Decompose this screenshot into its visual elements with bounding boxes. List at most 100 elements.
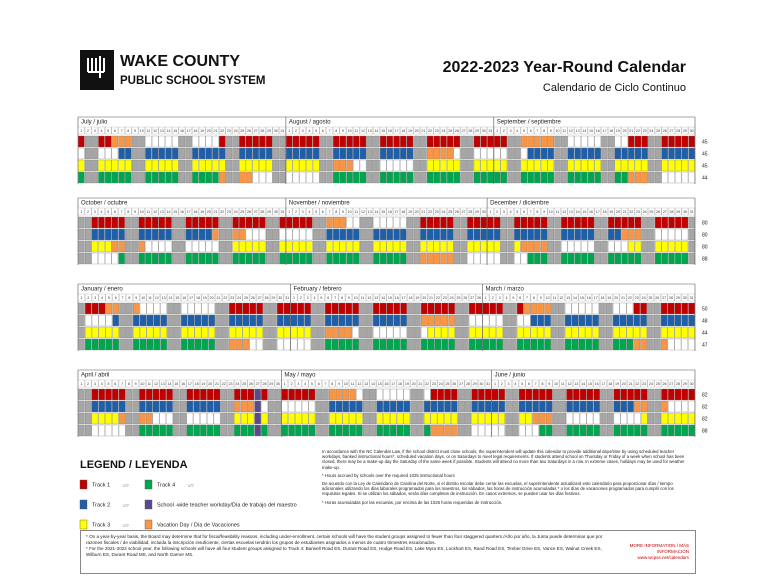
day-number: 16 [182, 296, 186, 300]
track-cell [185, 159, 192, 172]
track-cell [530, 326, 538, 339]
day-number: 5 [512, 296, 514, 300]
track-cell [633, 314, 641, 327]
track-total: 45 [702, 163, 708, 169]
track-cell [592, 326, 599, 339]
track-cell [441, 314, 449, 327]
day-number: 7 [121, 129, 123, 133]
track-cell [359, 302, 366, 315]
day-header-cell [265, 126, 273, 135]
day-header-cell [301, 379, 309, 388]
track-cell [403, 388, 411, 401]
track-cell [406, 216, 414, 229]
track-cell [369, 412, 377, 425]
day-header-cell [112, 379, 119, 388]
day-header-cell [614, 126, 622, 135]
track-cell [413, 228, 420, 241]
track-cell [139, 388, 146, 401]
track-cell [688, 314, 695, 327]
track-cell [426, 171, 434, 184]
track-cell [98, 228, 105, 241]
track-cell [366, 159, 373, 172]
day-header-cell [620, 379, 628, 388]
track-cell [440, 135, 447, 148]
track-cell [455, 338, 462, 351]
day-header-cell [467, 207, 474, 216]
track-cell [112, 326, 119, 339]
day-number: 22 [636, 129, 640, 133]
logo-line2: PUBLIC SCHOOL SYSTEM [120, 75, 265, 87]
track-cell [372, 326, 380, 339]
track-cell [301, 400, 309, 413]
track-cell [433, 135, 441, 148]
day-number: 10 [549, 210, 553, 214]
track-cell [212, 216, 219, 229]
track-cell [440, 147, 447, 160]
day-header-cell [167, 293, 174, 302]
day-header-cell [125, 379, 133, 388]
track-cell [326, 216, 333, 229]
day-number: 22 [628, 296, 632, 300]
track-cell [311, 326, 318, 339]
track-cell [554, 159, 561, 172]
track-cell [621, 228, 628, 241]
track-cell [581, 135, 588, 148]
track-cell [178, 135, 186, 148]
track-cell [641, 147, 648, 160]
track-cell [359, 159, 367, 172]
track-cell [661, 228, 669, 241]
track-cell [312, 159, 320, 172]
day-header-cell [544, 293, 551, 302]
track-cell [232, 240, 239, 253]
track-cell [125, 400, 133, 413]
track-cell [349, 388, 356, 401]
day-number: 7 [536, 129, 538, 133]
day-header-cell [594, 126, 601, 135]
track-cell [324, 302, 332, 315]
track-cell [299, 147, 306, 160]
day-header-cell [668, 126, 675, 135]
day-number: 29 [676, 210, 680, 214]
track-cell [540, 252, 548, 265]
track-cell [599, 338, 606, 351]
day-number: 15 [173, 210, 177, 214]
day-header-cell [353, 207, 360, 216]
track-cell [393, 228, 400, 241]
day-number: 30 [274, 210, 278, 214]
day-header-cell [306, 207, 313, 216]
track-cell [279, 147, 286, 160]
track-cell [400, 216, 407, 229]
track-cell [484, 400, 492, 413]
track-cell [373, 228, 380, 241]
track-cell [640, 314, 647, 327]
day-number: 8 [543, 129, 545, 133]
track-cell [234, 424, 241, 437]
track-cell [159, 424, 166, 437]
track-cell [448, 314, 455, 327]
track-cell [118, 171, 125, 184]
track-cell [386, 159, 394, 172]
track-cell [444, 424, 451, 437]
day-header-cell [118, 126, 125, 135]
track-cell [620, 388, 628, 401]
track-cell [634, 228, 642, 241]
track-cell [530, 302, 538, 315]
legend-swatch [144, 479, 153, 490]
track-cell [379, 326, 387, 339]
track-cell [180, 326, 188, 339]
track-cell [131, 159, 139, 172]
track-cell [239, 171, 246, 184]
track-cell [600, 400, 607, 413]
track-cell [614, 228, 622, 241]
day-number: 21 [621, 296, 625, 300]
track-cell [607, 216, 615, 229]
day-number: 3 [499, 296, 501, 300]
track-cell [571, 338, 579, 351]
track-cell [668, 424, 675, 437]
day-header-cell [125, 207, 132, 216]
track-cell [444, 412, 451, 425]
day-number: 16 [395, 296, 399, 300]
day-number: 6 [114, 129, 116, 133]
track-cell [308, 400, 316, 413]
track-cell [567, 147, 575, 160]
